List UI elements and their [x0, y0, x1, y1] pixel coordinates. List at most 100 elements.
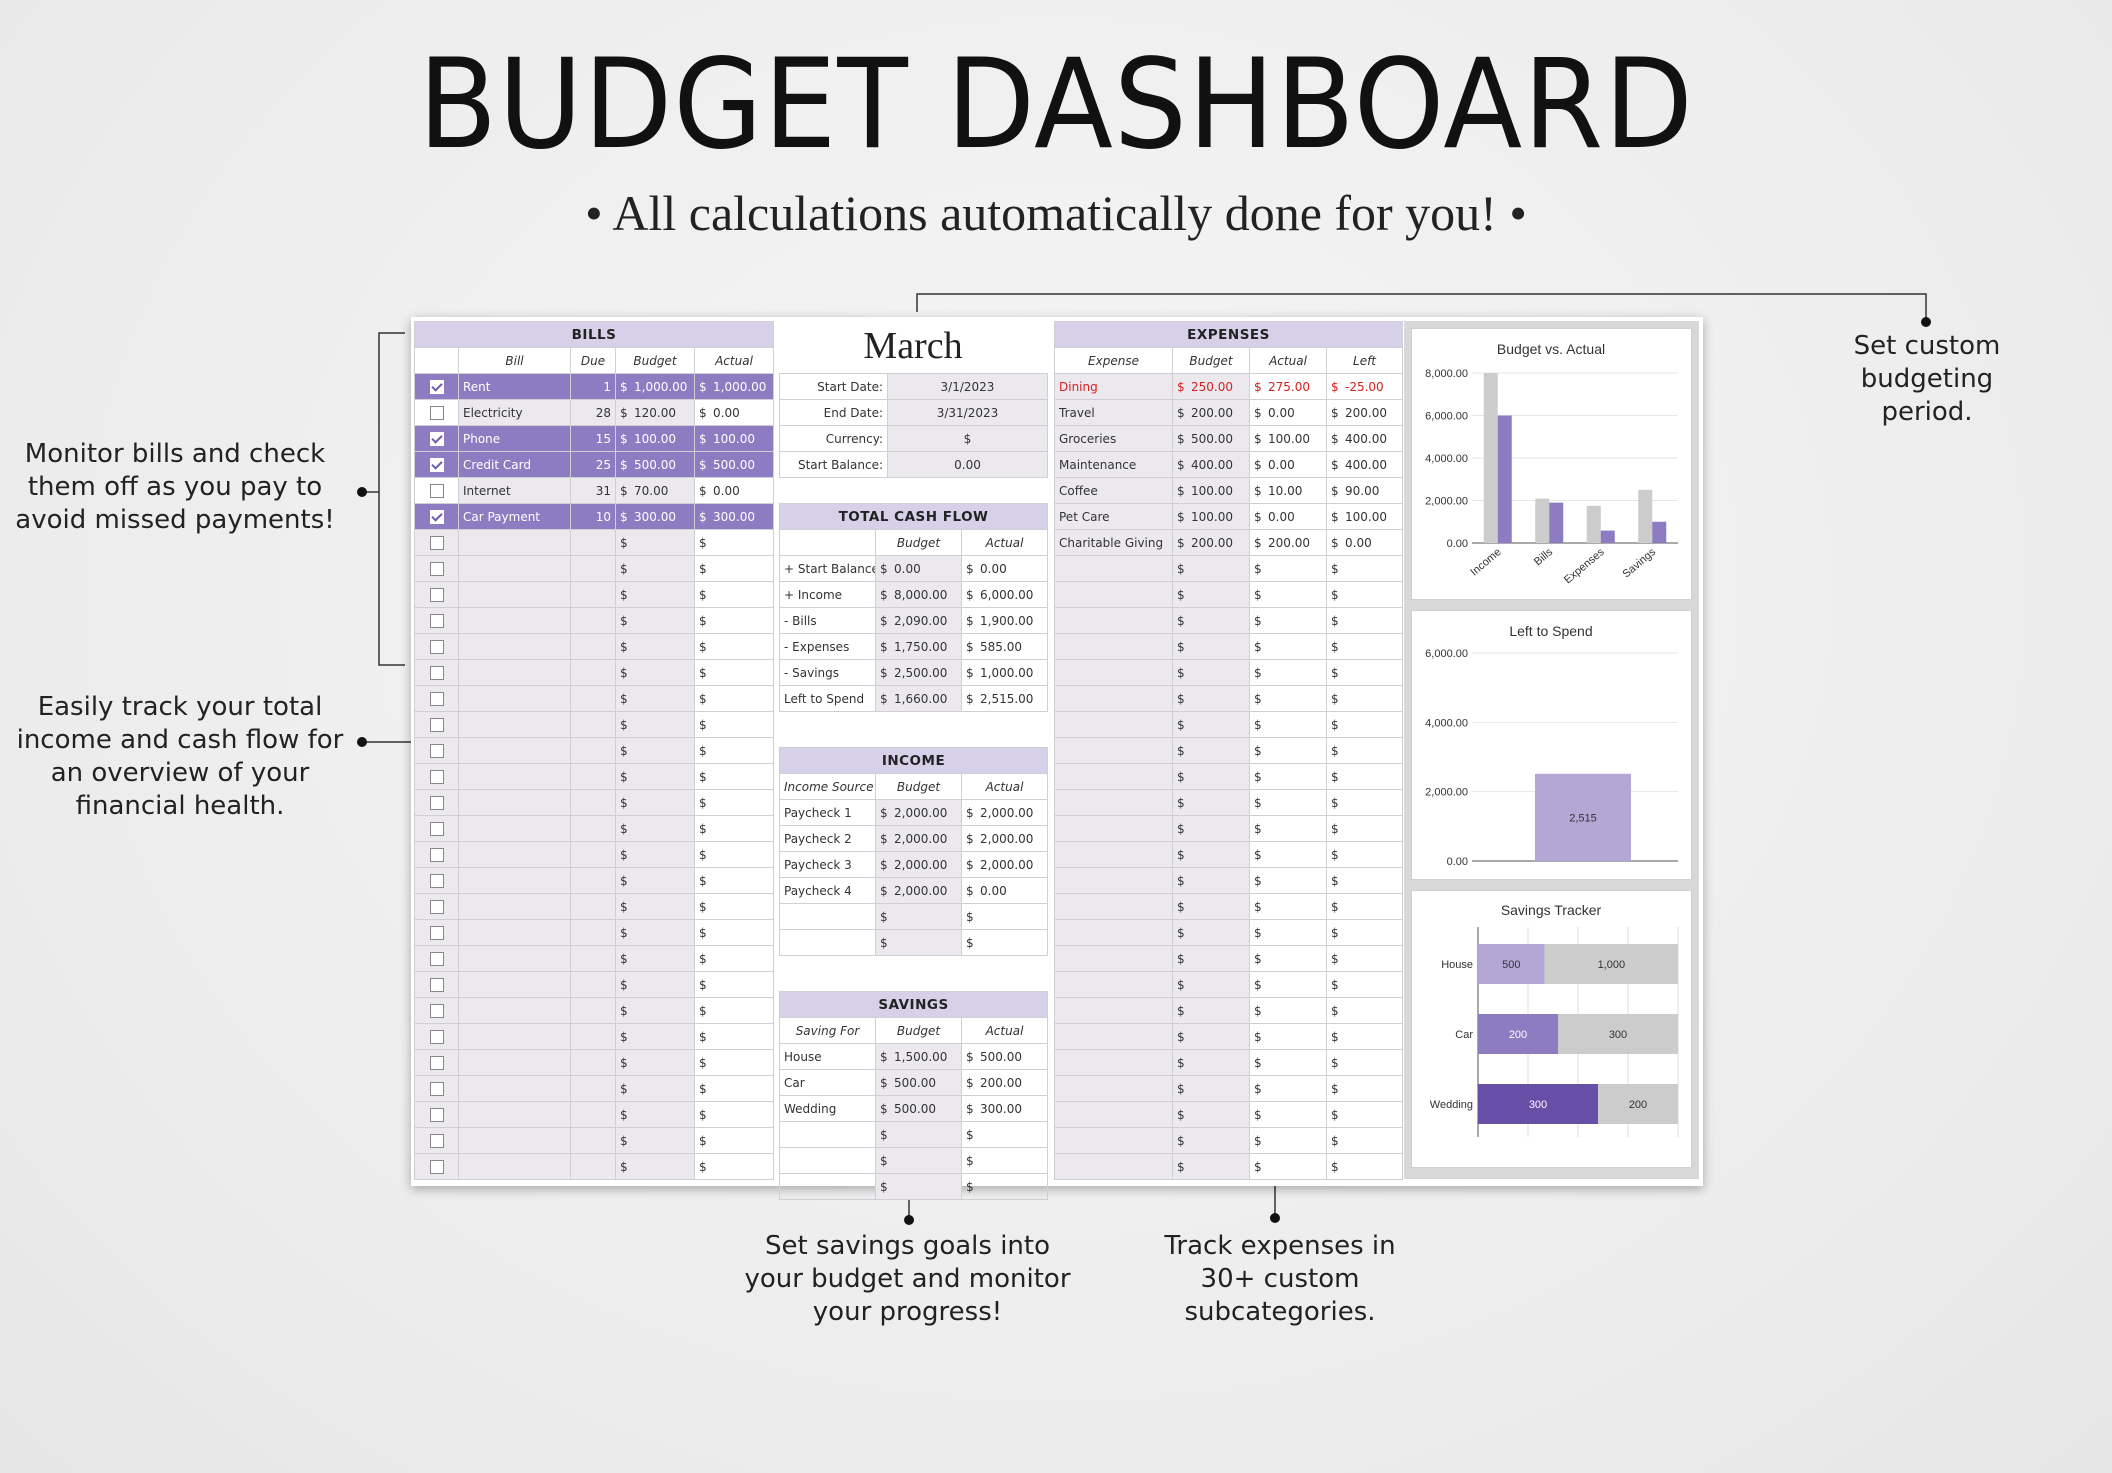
expense-actual[interactable]: $0.00 — [1249, 451, 1327, 478]
income-budget[interactable]: $2,000.00 — [875, 851, 962, 878]
expense-actual[interactable]: $ — [1249, 659, 1327, 686]
bill-actual[interactable]: $ — [694, 919, 774, 946]
expense-budget[interactable]: $ — [1172, 1075, 1250, 1102]
bill-actual[interactable]: $300.00 — [694, 503, 774, 530]
expense-budget[interactable]: $ — [1172, 1127, 1250, 1154]
bill-name[interactable]: Electricity — [458, 399, 571, 426]
bill-paid-checkbox[interactable] — [429, 899, 444, 914]
expense-label[interactable] — [1054, 971, 1173, 998]
savings-actual[interactable]: $ — [960, 1173, 1049, 1200]
bill-name[interactable]: Car Payment — [458, 503, 571, 530]
expense-budget[interactable]: $400.00 — [1172, 451, 1250, 478]
bill-name[interactable] — [458, 659, 571, 686]
bill-due[interactable] — [570, 529, 616, 556]
bill-budget[interactable]: $ — [615, 971, 695, 998]
bill-actual[interactable]: $ — [694, 633, 774, 660]
expense-label[interactable] — [1054, 789, 1173, 816]
bill-paid-checkbox[interactable] — [429, 509, 444, 524]
expense-label[interactable]: Travel — [1054, 399, 1173, 426]
expense-budget[interactable]: $500.00 — [1172, 425, 1250, 452]
expense-left[interactable]: $ — [1325, 893, 1404, 920]
bill-budget[interactable]: $ — [615, 789, 695, 816]
bill-budget[interactable]: $ — [615, 581, 695, 608]
bill-actual[interactable]: $ — [694, 711, 774, 738]
bill-name[interactable] — [458, 893, 571, 920]
cashflow-budget[interactable]: $8,000.00 — [875, 581, 962, 608]
bill-actual[interactable]: $ — [694, 737, 774, 764]
expense-actual[interactable]: $ — [1249, 685, 1327, 712]
expense-actual[interactable]: $275.00 — [1249, 373, 1327, 400]
bill-actual[interactable]: $0.00 — [694, 477, 774, 504]
expense-left[interactable]: $ — [1325, 971, 1404, 998]
expense-label[interactable] — [1054, 659, 1173, 686]
expense-left[interactable]: $ — [1325, 1049, 1404, 1076]
bill-budget[interactable]: $ — [615, 815, 695, 842]
bill-actual[interactable]: $ — [694, 1101, 774, 1128]
bill-due[interactable] — [570, 867, 616, 894]
expense-label[interactable] — [1054, 555, 1173, 582]
expense-budget[interactable]: $ — [1172, 841, 1250, 868]
expense-label[interactable] — [1054, 1101, 1173, 1128]
bill-paid-checkbox[interactable] — [429, 769, 444, 784]
income-actual[interactable]: $2,000.00 — [961, 799, 1048, 826]
bill-paid-checkbox[interactable] — [429, 535, 444, 550]
bill-paid-checkbox[interactable] — [429, 1081, 444, 1096]
expense-label[interactable] — [1054, 737, 1173, 764]
expense-label[interactable] — [1054, 841, 1173, 868]
bill-name[interactable] — [458, 633, 571, 660]
bill-actual[interactable]: $ — [694, 529, 774, 556]
expense-left[interactable]: $ — [1325, 711, 1404, 738]
expense-budget[interactable]: $ — [1172, 1049, 1250, 1076]
expense-budget[interactable]: $ — [1172, 737, 1250, 764]
expense-left[interactable]: $ -25.00 — [1325, 373, 1404, 400]
bill-paid-checkbox[interactable] — [429, 821, 444, 836]
expense-left[interactable]: $ — [1325, 763, 1404, 790]
expense-left[interactable]: $ — [1325, 1075, 1404, 1102]
bill-actual[interactable]: $ — [694, 1127, 774, 1154]
bill-due[interactable] — [570, 971, 616, 998]
income-budget[interactable]: $ — [875, 903, 962, 930]
bill-due[interactable]: 10 — [570, 503, 616, 530]
expense-actual[interactable]: $ — [1249, 737, 1327, 764]
bill-paid-checkbox[interactable] — [429, 431, 444, 446]
bill-actual[interactable]: $ — [694, 841, 774, 868]
bill-actual[interactable]: $0.00 — [694, 399, 774, 426]
cashflow-budget[interactable]: $2,090.00 — [875, 607, 962, 634]
savings-budget[interactable]: $1,500.00 — [875, 1043, 962, 1070]
bill-paid-checkbox[interactable] — [429, 1159, 444, 1174]
expense-budget[interactable]: $ — [1172, 607, 1250, 634]
bill-budget[interactable]: $ — [615, 529, 695, 556]
expense-actual[interactable]: $ — [1249, 997, 1327, 1024]
bill-paid-checkbox[interactable] — [429, 691, 444, 706]
expense-actual[interactable]: $ — [1249, 1075, 1327, 1102]
expense-left[interactable]: $90.00 — [1325, 477, 1404, 504]
income-budget[interactable]: $ — [875, 929, 962, 956]
cashflow-budget[interactable]: $1,660.00 — [875, 685, 962, 712]
expense-label[interactable] — [1054, 607, 1173, 634]
expense-actual[interactable]: $ — [1249, 945, 1327, 972]
expense-left[interactable]: $ — [1325, 945, 1404, 972]
expense-label[interactable]: Pet Care — [1054, 503, 1173, 530]
expense-actual[interactable]: $ — [1249, 971, 1327, 998]
bill-actual[interactable]: $ — [694, 997, 774, 1024]
expense-budget[interactable]: $ — [1172, 1023, 1250, 1050]
expense-left[interactable]: $400.00 — [1325, 451, 1404, 478]
month-title[interactable]: March — [863, 325, 963, 367]
expense-label[interactable] — [1054, 1127, 1173, 1154]
bill-due[interactable]: 28 — [570, 399, 616, 426]
bill-name[interactable]: Credit Card — [458, 451, 571, 478]
bill-name[interactable] — [458, 1023, 571, 1050]
expense-label[interactable]: Groceries — [1054, 425, 1173, 452]
bill-name[interactable] — [458, 841, 571, 868]
income-label[interactable]: Paycheck 4 — [779, 877, 876, 904]
bill-budget[interactable]: $ — [615, 737, 695, 764]
expense-budget[interactable]: $ — [1172, 893, 1250, 920]
bill-paid-checkbox[interactable] — [429, 977, 444, 992]
expense-label[interactable] — [1054, 1153, 1173, 1180]
expense-label[interactable] — [1054, 763, 1173, 790]
savings-label[interactable]: House — [779, 1043, 876, 1070]
bill-budget[interactable]: $ — [615, 945, 695, 972]
cashflow-actual[interactable]: $1,000.00 — [960, 659, 1049, 686]
expense-budget[interactable]: $ — [1172, 1101, 1250, 1128]
bill-actual[interactable]: $ — [694, 789, 774, 816]
